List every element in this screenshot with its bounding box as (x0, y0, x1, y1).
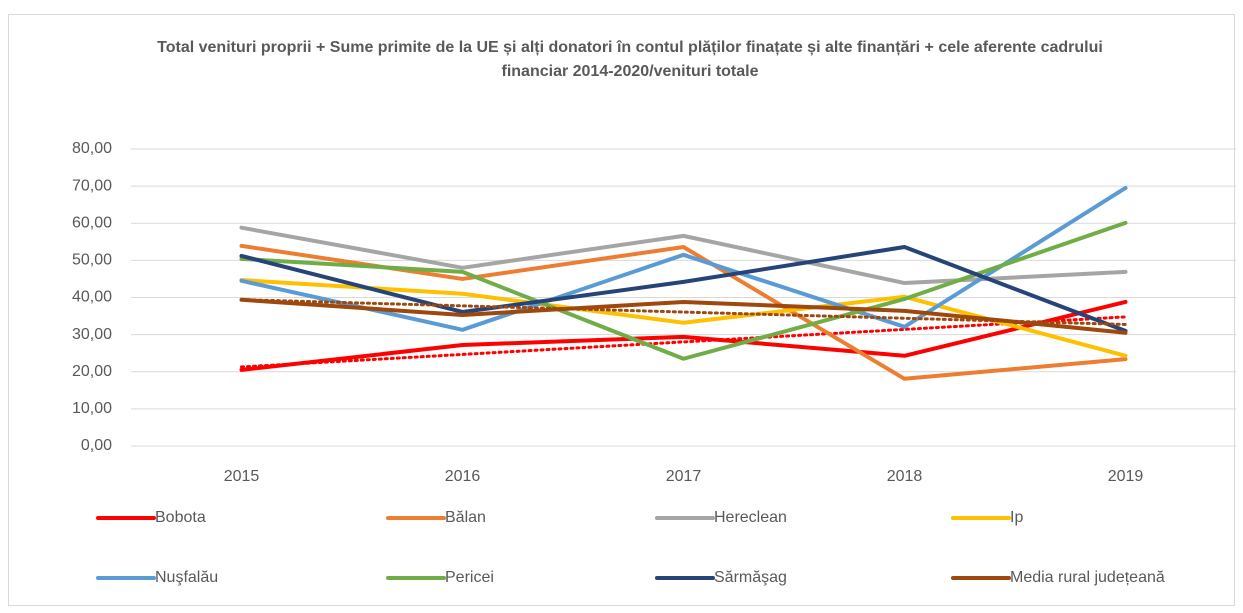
x-tick-label: 2018 (887, 468, 923, 485)
legend-label: Bobota (155, 509, 206, 526)
series-line (239, 297, 1128, 335)
y-tick-label: 40,00 (72, 289, 112, 306)
legend-label: Pericei (445, 569, 494, 586)
y-tick-label: 10,00 (72, 400, 112, 417)
trendline (240, 298, 1127, 326)
series-line (239, 245, 1128, 333)
series-line (239, 185, 1128, 332)
series-line (239, 299, 1128, 372)
legend-label: Sărmăşag (714, 569, 787, 586)
y-tick-label: 70,00 (72, 177, 112, 194)
x-tick-label: 2015 (224, 468, 260, 485)
legend-label: Hereclean (714, 509, 787, 526)
x-tick-label: 2017 (666, 468, 702, 485)
y-tick-label: 80,00 (72, 140, 112, 157)
y-tick-label: 30,00 (72, 326, 112, 343)
y-tick-label: 50,00 (72, 252, 112, 269)
legend-label: Bălan (445, 509, 486, 526)
legend-label: Ip (1010, 509, 1023, 526)
legend-label: Nuşfalău (155, 569, 218, 586)
legend-label: Media rural județeană (1010, 569, 1165, 586)
y-tick-label: 60,00 (72, 214, 112, 231)
trendline (240, 315, 1127, 369)
chart-title: Total venituri proprii + Sume primite de… (157, 39, 1103, 80)
y-tick-label: 0,00 (81, 437, 112, 454)
x-tick-label: 2019 (1108, 468, 1144, 485)
y-tick-label: 20,00 (72, 363, 112, 380)
x-tick-label: 2016 (445, 468, 481, 485)
